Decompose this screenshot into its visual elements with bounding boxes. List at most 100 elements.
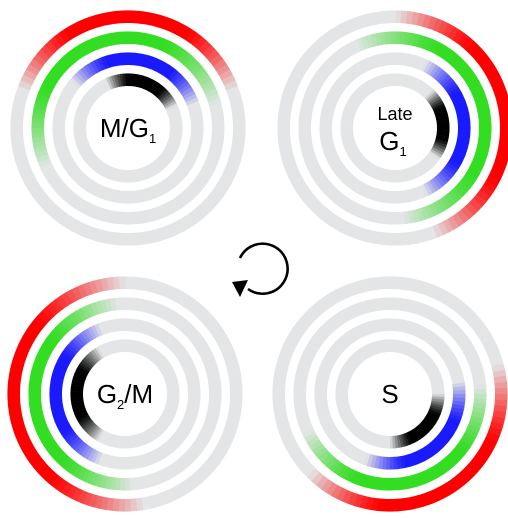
ring-segment [405,453,414,468]
ring-segment [284,334,300,347]
ring-segment [103,11,113,26]
ring-segment [154,422,166,434]
ring-segment [348,95,362,106]
ring-segment [63,52,76,66]
ring-segment [478,128,492,134]
ring-segment [150,81,161,95]
ring-segment [317,413,332,422]
ring-segment [499,122,508,129]
ring-segment [193,66,207,79]
ring-segment [292,393,307,400]
ring-segment [186,403,201,411]
ring-segment [169,134,183,140]
ring-segment [122,338,126,353]
ring-segment [195,306,209,321]
ring-segment [78,361,92,372]
ring-segment [341,307,353,322]
ring-segment [314,381,328,388]
ring-segment [335,76,349,89]
ring-segment [435,312,448,327]
ring-segment [140,167,148,181]
ring-segment [85,423,97,435]
ring-segment [345,359,358,370]
ring-segment [61,428,75,439]
ring-segment [447,363,462,372]
ring-segment [122,211,128,225]
ring-segment [127,456,133,470]
ring-segment [186,298,200,313]
ring-segment [421,492,433,507]
ring-segment [187,390,202,395]
ring-segment [366,320,375,335]
ring-segment [365,277,375,292]
ring-segment [218,69,234,81]
ring-segment [431,396,445,401]
ring-segment [190,134,204,141]
ring-segment [80,97,93,107]
ring-segment [79,200,90,215]
ring-segment [82,491,93,507]
ring-segment [335,385,349,390]
ring-segment [109,297,117,312]
ring-segment [71,464,83,478]
ring-segment [377,456,384,470]
ring-segment [166,382,180,388]
ring-segment [279,431,295,442]
ring-segment [431,100,445,110]
ring-segment [120,52,126,66]
ring-segment [355,204,365,219]
ring-segment [290,450,306,464]
ring-segment [369,165,378,179]
ring-segment [482,180,498,193]
ring-segment [170,461,183,476]
ring-segment [92,206,103,221]
ring-segment [89,472,100,487]
ring-segment [53,32,67,47]
ring-segment [325,481,338,497]
ring-segment [473,93,488,103]
ring-segment [167,140,181,148]
ring-segment [471,88,486,99]
ring-segment [410,429,420,442]
ring-segment [380,74,387,88]
ring-segment [111,189,119,204]
ring-segment [433,105,447,114]
ring-segment [323,150,338,159]
ring-segment [157,204,168,219]
ring-segment [383,169,389,183]
phase-label-main: M/G [100,113,149,143]
ring-segment [118,435,123,449]
inner-ring [334,338,446,450]
ring-segment [153,326,164,340]
ring-segment [59,456,73,470]
ring-segment [169,125,184,129]
ring-segment [340,412,354,422]
ring-segment [115,232,123,246]
ring-segment [200,166,215,177]
ring-segment [456,209,470,224]
ring-segment [302,193,317,207]
ring-segment [80,359,93,370]
ring-segment [144,54,152,69]
ring-segment [22,175,38,187]
ring-segment [165,66,177,80]
ring-segment [445,419,460,429]
ring-segment [356,182,367,196]
ring-segment [287,329,303,342]
ring-segment [293,383,307,390]
ring-segment [319,115,333,122]
ring-segment [154,85,166,97]
ring-segment [15,159,30,171]
ring-segment [457,336,472,349]
ring-segment [311,443,325,456]
ring-segment [183,153,198,163]
ring-segment [352,425,364,437]
ring-segment [68,167,82,179]
ring-segment [130,190,136,204]
ring-segment [183,413,198,422]
ring-segment [447,190,460,204]
ring-segment [78,416,92,427]
ring-segment [227,155,242,166]
ring-segment [416,351,428,363]
ring-segment [418,326,429,340]
